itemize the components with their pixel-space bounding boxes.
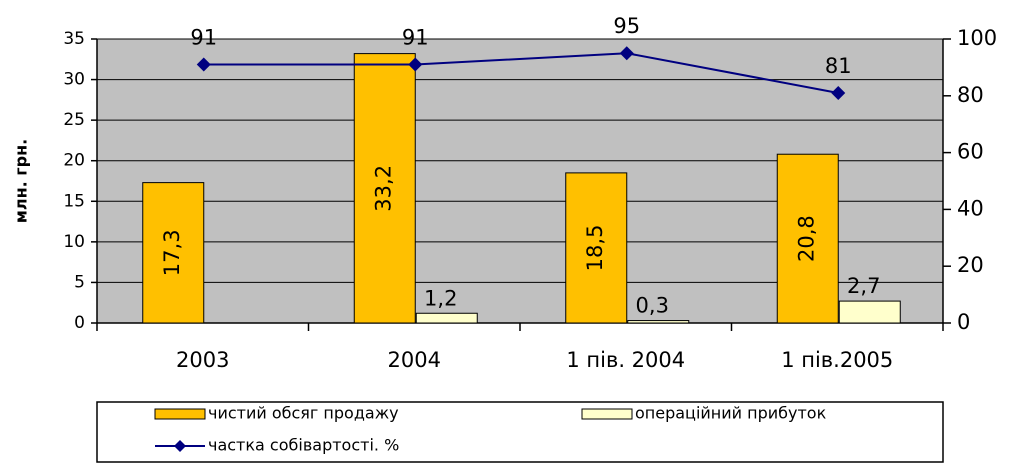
bar (353, 53, 416, 324)
legend-swatch (154, 408, 206, 420)
data-label: 91 (402, 26, 429, 50)
legend-label: частка собівартості. % (208, 436, 399, 455)
y-tick-label: 5 (74, 272, 85, 292)
y2-tick-label: 80 (957, 83, 984, 107)
y2-tick-label: 100 (957, 26, 997, 50)
bar (627, 320, 690, 324)
y-tick-label: 10 (63, 232, 85, 252)
x-tick-label: 2004 (388, 348, 441, 372)
data-label: 0,3 (636, 294, 669, 318)
y2-tick-label: 60 (957, 140, 984, 164)
bar (838, 300, 901, 324)
y-tick-label: 30 (63, 70, 85, 90)
bar (565, 172, 628, 324)
y-tick-label: 35 (63, 29, 85, 49)
data-label: 18,5 (583, 225, 607, 272)
y2-tick-label: 40 (957, 196, 984, 220)
marker (831, 85, 846, 100)
data-label: 2,7 (847, 274, 880, 298)
line (203, 52, 839, 94)
marker (619, 46, 634, 61)
x-tick-label: 1 пів.2005 (781, 348, 893, 372)
bar (142, 182, 205, 324)
legend-label: чистий обсяг продажу (208, 404, 399, 423)
data-label: 1,2 (424, 286, 457, 310)
y-axis-label: млн. грн. (12, 139, 31, 223)
x-tick-label: 2003 (176, 348, 229, 372)
legend-swatch (581, 408, 633, 420)
y-tick-label: 15 (63, 191, 85, 211)
marker (196, 57, 211, 72)
data-label: 81 (825, 54, 852, 78)
data-label: 33,2 (372, 165, 396, 212)
legend-box (96, 401, 944, 463)
bar (415, 312, 478, 324)
y-tick-label: 20 (63, 151, 85, 171)
legend-marker (174, 440, 186, 452)
marker (408, 57, 423, 72)
data-label: 91 (190, 26, 217, 50)
y-tick-label: 25 (63, 110, 85, 130)
y2-tick-label: 0 (957, 310, 970, 334)
data-label: 95 (613, 14, 640, 38)
x-tick-label: 1 пів. 2004 (566, 348, 685, 372)
legend-label: операційний прибуток (635, 404, 827, 423)
y-tick-label: 0 (74, 313, 85, 333)
data-label: 20,8 (795, 215, 819, 262)
bar (776, 153, 839, 324)
y2-tick-label: 20 (957, 253, 984, 277)
data-label: 17,3 (160, 229, 184, 276)
